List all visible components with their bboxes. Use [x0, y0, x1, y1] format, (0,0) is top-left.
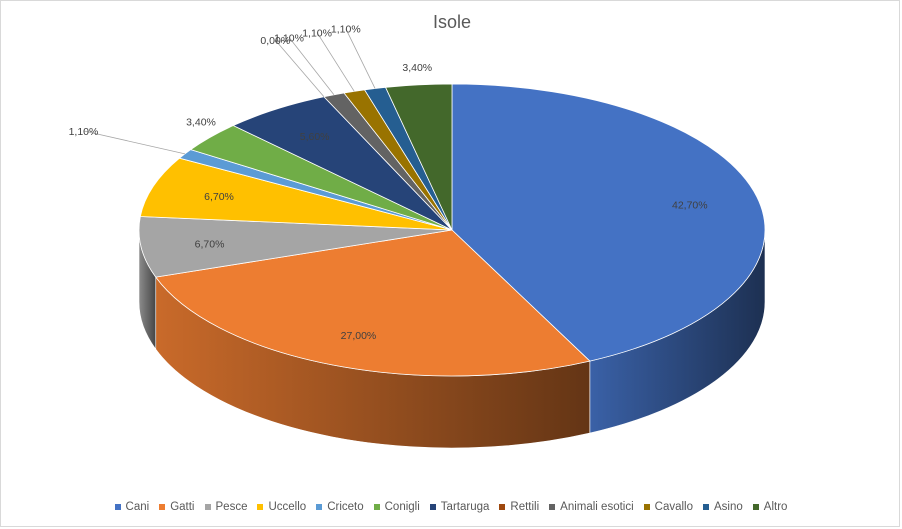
- legend-swatch: [499, 504, 506, 510]
- data-label-pesce: 6,70%: [195, 238, 225, 250]
- legend-swatch: [643, 504, 650, 510]
- legend-item-gatti: Gatti: [159, 501, 195, 513]
- data-label-asino: 1,10%: [331, 24, 361, 36]
- leader-lines: [83, 28, 376, 155]
- slice-cani: [451, 83, 766, 362]
- slice-gatti: [155, 229, 591, 377]
- legend-label: Cani: [125, 501, 150, 513]
- data-label-cavallo: 1,10%: [302, 28, 332, 40]
- legend-item-rettili: Rettili: [499, 501, 539, 513]
- legend-item-conigli: Conigli: [373, 501, 420, 513]
- slice-altro: [384, 83, 453, 231]
- data-label-rettili: 0,00%: [260, 35, 290, 47]
- legend-swatch: [752, 504, 759, 510]
- legend-label: Pesce: [215, 501, 248, 513]
- legend-swatch: [257, 504, 264, 510]
- legend-swatch: [703, 504, 710, 510]
- legend-label: Rettili: [510, 501, 540, 513]
- legend-swatch: [159, 504, 166, 510]
- leader-line-cavallo: [316, 32, 355, 92]
- legend-label: Criceto: [327, 501, 364, 513]
- legend-item-criceto: Criceto: [316, 501, 364, 513]
- legend-swatch: [204, 504, 211, 510]
- data-labels: 42,70% 27,00% 6,70% 6,70% 1,10% 3,40% 5,60% 0,0…: [69, 24, 708, 342]
- slice-pesce: [138, 216, 453, 278]
- legend: Cani Gatti Pesce Uccello Criceto Conigli Tarta…: [1, 501, 901, 513]
- legend-item-tartaruga: Tartaruga: [429, 501, 490, 513]
- data-label-altro: 3,40%: [402, 62, 432, 74]
- legend-item-uccello: Uccello: [257, 501, 306, 513]
- legend-swatch: [549, 504, 556, 510]
- legend-label: Animali esotici: [560, 501, 634, 513]
- legend-label: Gatti: [170, 501, 195, 513]
- legend-label: Asino: [714, 501, 743, 513]
- pie-slices: [138, 83, 766, 377]
- leader-line-asino: [345, 28, 376, 89]
- legend-item-altro: Altro: [752, 501, 788, 513]
- legend-label: Tartaruga: [440, 501, 490, 513]
- data-label-gatti: 27,00%: [341, 330, 377, 342]
- legend-item-asino: Asino: [703, 501, 743, 513]
- slice-uccello: [139, 157, 453, 231]
- leader-line-animali-esotici: [288, 37, 335, 96]
- data-label-uccello: 6,70%: [204, 191, 234, 203]
- legend-swatch: [114, 504, 121, 510]
- legend-label: Altro: [763, 501, 788, 513]
- data-label-criceto: 1,10%: [69, 126, 99, 138]
- legend-label: Uccello: [268, 501, 307, 513]
- legend-swatch: [429, 504, 436, 510]
- legend-item-animali-esotici: Animali esotici: [549, 501, 634, 513]
- data-label-conigli: 3,40%: [186, 116, 216, 128]
- leader-line-rettili: [275, 39, 325, 98]
- leader-line-criceto: [83, 130, 186, 155]
- legend-item-pesce: Pesce: [204, 501, 248, 513]
- data-label-animali-esotici: 1,10%: [274, 32, 304, 44]
- legend-item-cavallo: Cavallo: [643, 501, 694, 513]
- legend-swatch: [316, 504, 323, 510]
- legend-label: Conigli: [384, 501, 420, 513]
- data-label-tartaruga: 5,60%: [300, 131, 330, 143]
- legend-label: Cavallo: [654, 501, 694, 513]
- legend-item-cani: Cani: [114, 501, 150, 513]
- legend-swatch: [373, 504, 380, 510]
- chart-title: Isole: [433, 12, 471, 32]
- data-label-cani: 42,70%: [672, 199, 708, 211]
